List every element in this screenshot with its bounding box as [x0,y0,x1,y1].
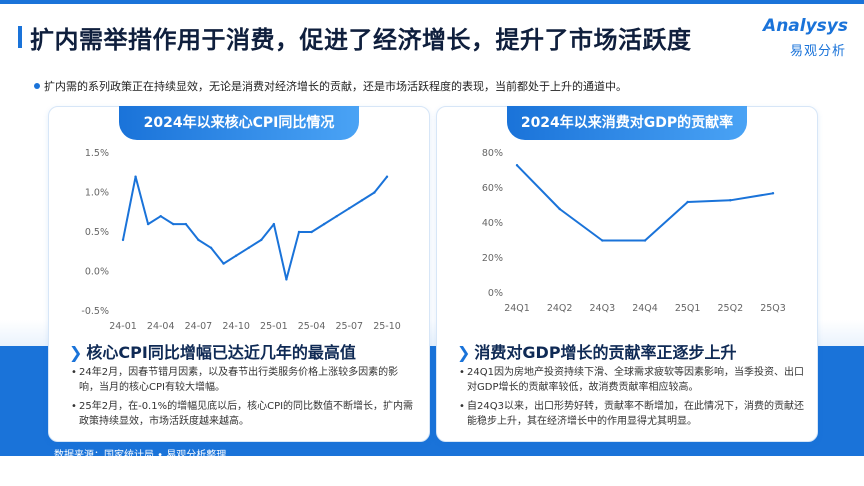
cpi-x-tick-label: 25-07 [335,321,363,332]
cpi-x-tick-label: 24-07 [185,321,213,332]
website-link[interactable]: www.analysys.cn [738,466,824,477]
logo-wordmark: Analysys [763,16,848,36]
gdp-x-tick-label: 25Q3 [760,303,786,314]
cpi-card: 2024年以来核心CPI同比情况 1.5% 1.0% 0.5% 0.0% -0.5% 24… [48,106,430,442]
gdp-subhead-text: 消费对GDP增长的贡献率正逐步上升 [474,343,737,362]
gdp-data-point [601,239,604,242]
gdp-x-tick-label: 24Q1 [504,303,530,314]
cpi-data-point [373,191,376,194]
cpi-card-title: 2024年以来核心CPI同比情况 [119,106,359,140]
gdp-contribution-line-chart: 80% 60% 40% 20% 0%24Q1 24Q2 24Q3 24Q4 25Q1 25Q2 25… [482,148,786,314]
cpi-data-point [134,175,137,178]
gdp-y-tick-label: 20% [482,253,503,264]
cpi-x-tick-label: 25-01 [260,321,288,332]
intro-text: 扩内需的系列政策正在持续显效，无论是消费对经济增长的贡献，还是市场活跃程度的表现… [34,80,627,93]
copyright: © 易观分析 [54,470,108,481]
gdp-x-tick-label: 25Q1 [675,303,701,314]
gdp-y-tick-label: 60% [482,183,503,194]
cpi-data-point [310,230,313,234]
gdp-note-2: 自24Q3以来，出口形势好转，贡献率不断增加，在此情况下，消费的贡献还能稳步上升… [459,399,805,429]
cpi-data-point [222,262,225,265]
cpi-note-2: 25年2月，在-0.1%的增幅见底以后，核心CPI的同比数值不断增长，扩内需政策… [71,399,417,429]
gdp-y-tick-label: 0% [488,288,503,299]
gdp-data-point [643,239,647,242]
cpi-data-point [234,254,238,257]
gdp-data-point [515,164,519,167]
data-source: 数据来源：国家统计局 • 易观分析整理 [54,450,227,461]
cpi-x-tick-label: 24-10 [222,321,250,332]
cpi-data-point [172,222,175,226]
cpi-data-point [335,215,338,218]
cpi-data-point [121,238,125,242]
cpi-x-tick-label: 25-04 [298,321,326,332]
title-accent [18,26,22,48]
page-title: 扩内需举措作用于消费，促进了经济增长，提升了市场活跃度 [30,26,692,54]
gdp-x-tick-label: 24Q2 [547,303,573,314]
gdp-note-1: 24Q1因为房地产投资持续下滑、全球需求疲软等因素影响，当季投资、出口对GDP增… [459,365,805,395]
cpi-data-point [297,230,301,234]
cpi-data-point [272,222,276,226]
gdp-subhead: ❯ 消费对GDP增长的贡献率正逐步上升 [457,339,737,363]
cpi-x-tick-label: 24-01 [109,321,137,332]
cpi-y-tick-label: 0.0% [85,267,109,278]
cpi-y-tick-label: 1.5% [85,148,109,159]
chevron-right-icon: ❯ [69,343,83,362]
gdp-card: 2024年以来消费对GDP的贡献率 80% 60% 40% 20% 0% 24Q1 24Q2… [436,106,818,442]
gdp-data-point [686,200,689,204]
cpi-note-1: 24年2月，因春节错月因素，以及春节出行类服务价格上涨较多因素的影响，当月的核心… [71,365,417,395]
cpi-data-point [146,222,150,226]
gdp-notes: 24Q1因为房地产投资持续下滑、全球需求疲软等因素影响，当季投资、出口对GDP增… [459,365,805,433]
cpi-y-tick-label: 0.5% [85,227,109,238]
cpi-data-point [348,207,351,210]
cpi-data-point [209,246,213,249]
cpi-series-line [122,175,388,281]
gdp-card-title: 2024年以来消费对GDP的贡献率 [507,106,747,140]
gdp-x-tick-label: 25Q2 [718,303,744,314]
cpi-data-point [197,238,200,242]
gdp-x-tick-label: 24Q3 [590,303,616,314]
cpi-data-point [385,175,389,178]
cpi-data-point [159,215,162,218]
cpi-data-point [260,238,263,242]
top-accent-bar [0,0,864,4]
cpi-subhead: ❯ 核心CPI同比增幅已达近几年的最高值 [69,339,356,363]
cpi-data-point [247,246,250,249]
gdp-y-tick-label: 80% [482,148,503,159]
cpi-data-point [184,222,188,226]
cpi-x-tick-label: 25-10 [373,321,401,332]
cpi-data-point [322,222,326,226]
gdp-data-point [771,192,775,195]
cpi-x-tick-label: 24-04 [147,321,175,332]
cpi-data-point [285,278,288,281]
cpi-data-point [360,199,364,202]
gdp-data-point [558,207,561,211]
logo-chinese: 易观分析 [789,44,846,59]
cpi-y-tick-label: -0.5% [81,306,109,317]
gdp-series-line [516,164,774,242]
cpi-y-tick-label: 1.0% [85,188,109,199]
cpi-notes: 24年2月，因春节错月因素，以及春节出行类服务价格上涨较多因素的影响，当月的核心… [71,365,417,433]
chevron-right-icon: ❯ [457,343,471,362]
brand-logo: Analysys 易观分析 [756,16,848,62]
cpi-line-chart: 1.5% 1.0% 0.5% 0.0% -0.5%24-01 24-04 24-07 24-1… [81,148,401,332]
gdp-y-tick-label: 40% [482,218,503,229]
gdp-x-tick-label: 24Q4 [632,303,658,314]
gdp-data-point [729,199,732,202]
cpi-subhead-text: 核心CPI同比增幅已达近几年的最高值 [86,343,356,362]
